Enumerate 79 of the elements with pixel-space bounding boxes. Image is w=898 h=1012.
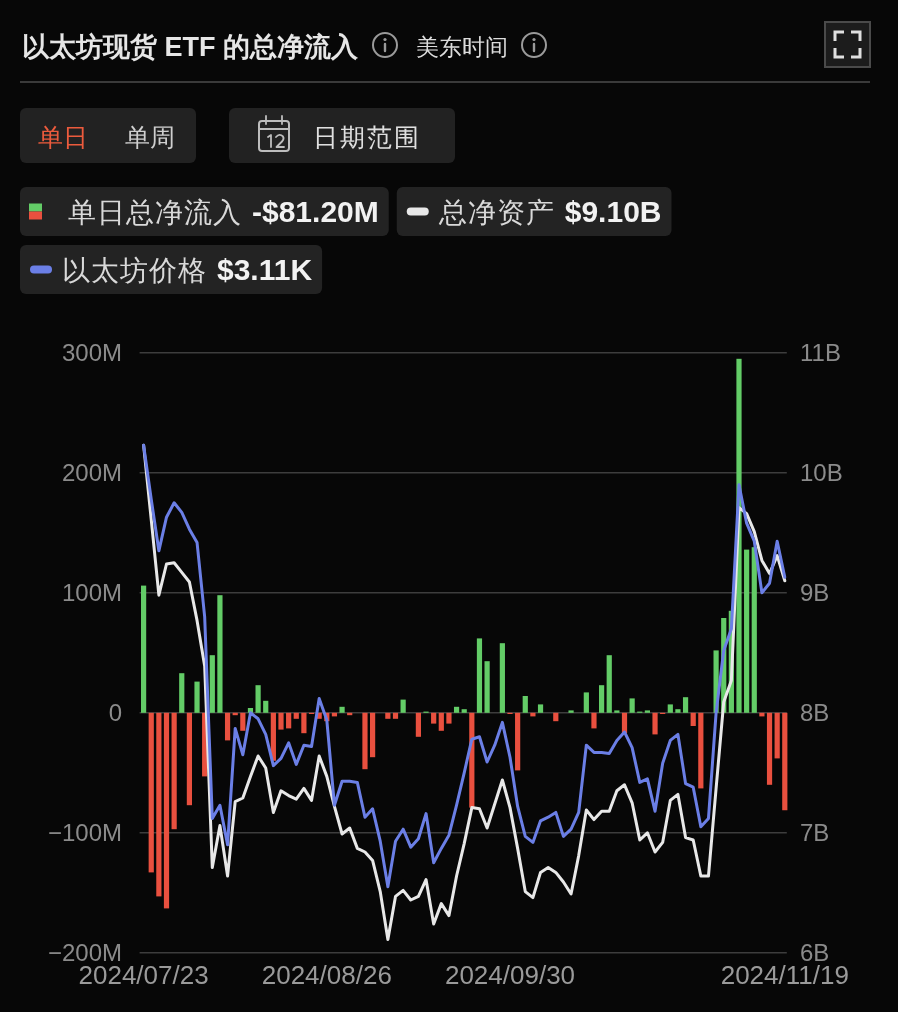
bar (240, 712, 246, 731)
title: 以太坊现货 ETF 的总净流入 (22, 32, 358, 62)
y2-tick-label: 10B (800, 459, 843, 487)
legend-label: 总净资产 (437, 196, 555, 228)
bar (522, 696, 528, 713)
y2-tick-label: 11B (800, 339, 841, 367)
bar (392, 712, 399, 719)
y-tick-label: 100M (61, 579, 122, 607)
x-tick-label: 2024/09/30 (444, 960, 576, 990)
bar (370, 712, 376, 758)
bar (744, 549, 750, 713)
bar (675, 709, 681, 713)
bar (286, 712, 292, 729)
bar (461, 709, 467, 713)
bar (484, 661, 490, 713)
toggle-buttons: 单日 单周 (20, 108, 196, 163)
bar (415, 712, 421, 737)
x-tick-label: 2024/11/19 (720, 960, 849, 990)
bar (629, 698, 635, 713)
bar (339, 706, 345, 713)
bar (217, 595, 223, 713)
bar (141, 585, 147, 713)
bar (476, 638, 483, 713)
y2-tick-label: 7B (800, 819, 830, 847)
bar (362, 712, 368, 770)
bar (400, 699, 406, 713)
bar (431, 712, 437, 724)
bar (179, 673, 185, 713)
bar (293, 712, 299, 719)
bar (667, 704, 673, 713)
bar (553, 712, 559, 722)
bar (148, 712, 154, 873)
bar (194, 681, 200, 713)
bar (568, 710, 574, 713)
subtitle: 美东时间 (416, 34, 508, 60)
y2-tick-label: 9B (800, 579, 830, 607)
bar (446, 712, 452, 724)
bar (774, 712, 780, 759)
legend-label: 单日总净流入 (68, 196, 242, 228)
bar (515, 712, 521, 771)
bar (759, 712, 765, 717)
bar (652, 712, 658, 735)
bar (186, 712, 192, 806)
bar (766, 712, 773, 785)
bar (278, 712, 284, 730)
bar (156, 712, 162, 897)
bar (453, 706, 460, 713)
bar (163, 712, 170, 909)
bar (270, 712, 276, 761)
bar (782, 712, 788, 811)
y-tick-label: −100M (47, 819, 122, 847)
legend-label: 以太坊价格 (62, 254, 207, 286)
bar (606, 655, 612, 713)
bar (301, 712, 307, 734)
bar (599, 685, 605, 713)
bar (171, 712, 177, 830)
y-tick-label: 200M (61, 459, 122, 487)
bar (209, 655, 215, 713)
bar (614, 710, 620, 713)
bar (583, 692, 589, 713)
bar (751, 547, 757, 713)
y-tick-label: 300M (61, 339, 122, 367)
bar (255, 685, 261, 713)
bar (530, 712, 536, 717)
bar (690, 712, 696, 726)
bar (644, 710, 650, 713)
bar (499, 643, 505, 713)
x-tick-label: 2024/08/26 (261, 960, 392, 990)
bar (385, 712, 391, 719)
bar (682, 697, 689, 713)
date-range-button: 日期范围 (229, 108, 455, 163)
bar (438, 712, 444, 731)
y-tick-label: 0 (108, 699, 122, 727)
bar (537, 704, 544, 713)
bar (591, 712, 597, 729)
bar (698, 712, 704, 789)
y2-tick-label: 8B (800, 699, 830, 727)
bar (224, 712, 231, 741)
bar (263, 700, 269, 713)
